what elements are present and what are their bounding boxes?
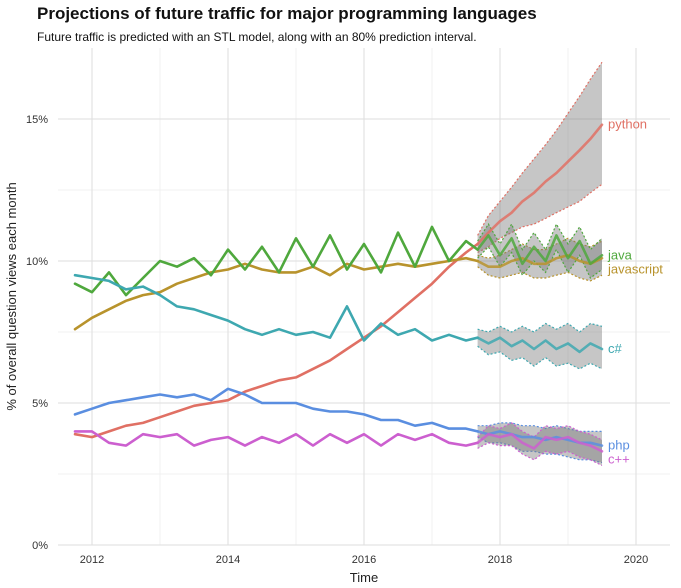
interval-lower-java (477, 245, 603, 279)
interval-upper-java (477, 222, 603, 251)
series-line-c# (73, 273, 479, 342)
forecast-line-python (476, 123, 604, 246)
interval-upper-c++ (477, 422, 603, 441)
interval-upper-python (477, 61, 603, 236)
interval-lower-c++ (477, 442, 603, 467)
chart-subtitle: Future traffic is predicted with an STL … (37, 30, 477, 44)
series-line-python (73, 242, 479, 439)
x-tick-label: 2014 (216, 554, 240, 566)
forecast-line-java (476, 234, 604, 266)
series-lines-layer (73, 123, 604, 453)
x-tick-label: 2020 (624, 554, 648, 566)
forecast-line-c++ (476, 432, 604, 453)
y-tick-label: 15% (26, 114, 48, 126)
interval-lower-php (477, 436, 603, 464)
series-line-php (73, 387, 479, 433)
forecast-line-c# (476, 336, 604, 354)
interval-band-javascript (477, 238, 602, 281)
interval-bands-layer (477, 61, 603, 467)
ticks-layer: 0% 5% 10% 15% 2012 2014 2016 2018 2020 (26, 114, 648, 566)
series-label-python: python (608, 117, 647, 132)
series-line-java (73, 225, 479, 297)
series-label-php: php (608, 438, 630, 453)
y-tick-label: 5% (32, 398, 48, 410)
interval-band-java (477, 224, 602, 278)
series-label-c#: c# (608, 341, 623, 356)
y-tick-label: 10% (26, 256, 48, 268)
x-axis-title: Time (350, 570, 378, 585)
x-tick-label: 2012 (80, 554, 104, 566)
x-tick-label: 2018 (488, 554, 512, 566)
interval-upper-c# (477, 322, 603, 333)
interval-lower-c# (477, 345, 603, 370)
series-label-javascript: javascript (607, 261, 663, 276)
series-label-c++: c++ (608, 452, 630, 467)
series-line-c++ (73, 430, 479, 447)
y-axis-title: % of overall question views each month (4, 182, 19, 410)
y-tick-label: 0% (32, 540, 48, 552)
interval-lower-python (477, 183, 603, 254)
x-tick-label: 2016 (352, 554, 376, 566)
series-label-java: java (607, 247, 633, 262)
chart-title: Projections of future traffic for major … (37, 4, 537, 23)
forecast-line-javascript (476, 254, 604, 269)
